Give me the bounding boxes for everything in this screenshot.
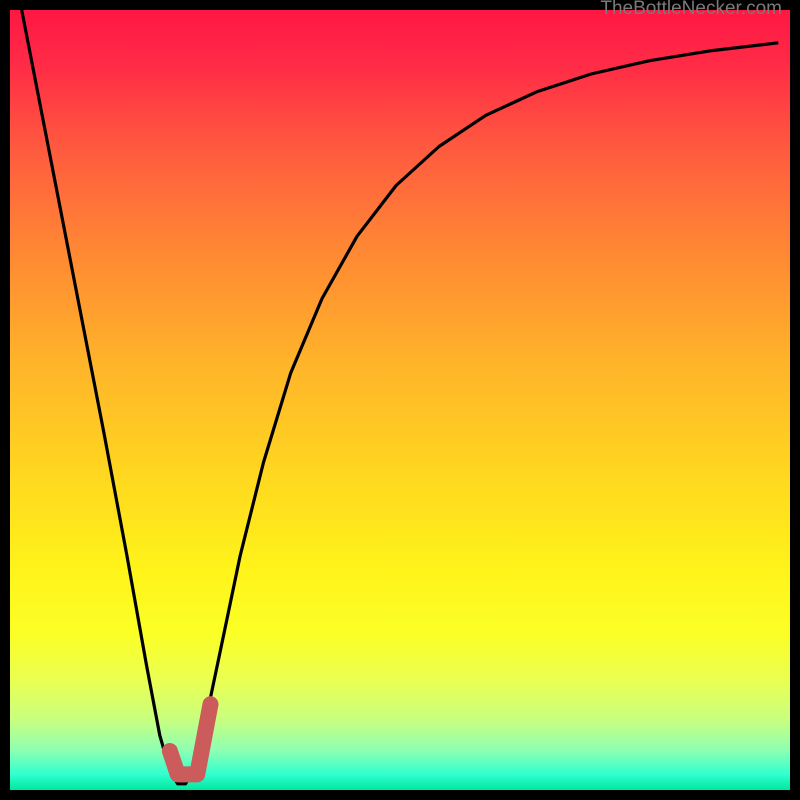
plot-svg — [10, 10, 790, 790]
plot-background — [10, 10, 790, 790]
chart-frame — [10, 10, 790, 790]
watermark-text: TheBottleNecker.com — [600, 0, 782, 20]
